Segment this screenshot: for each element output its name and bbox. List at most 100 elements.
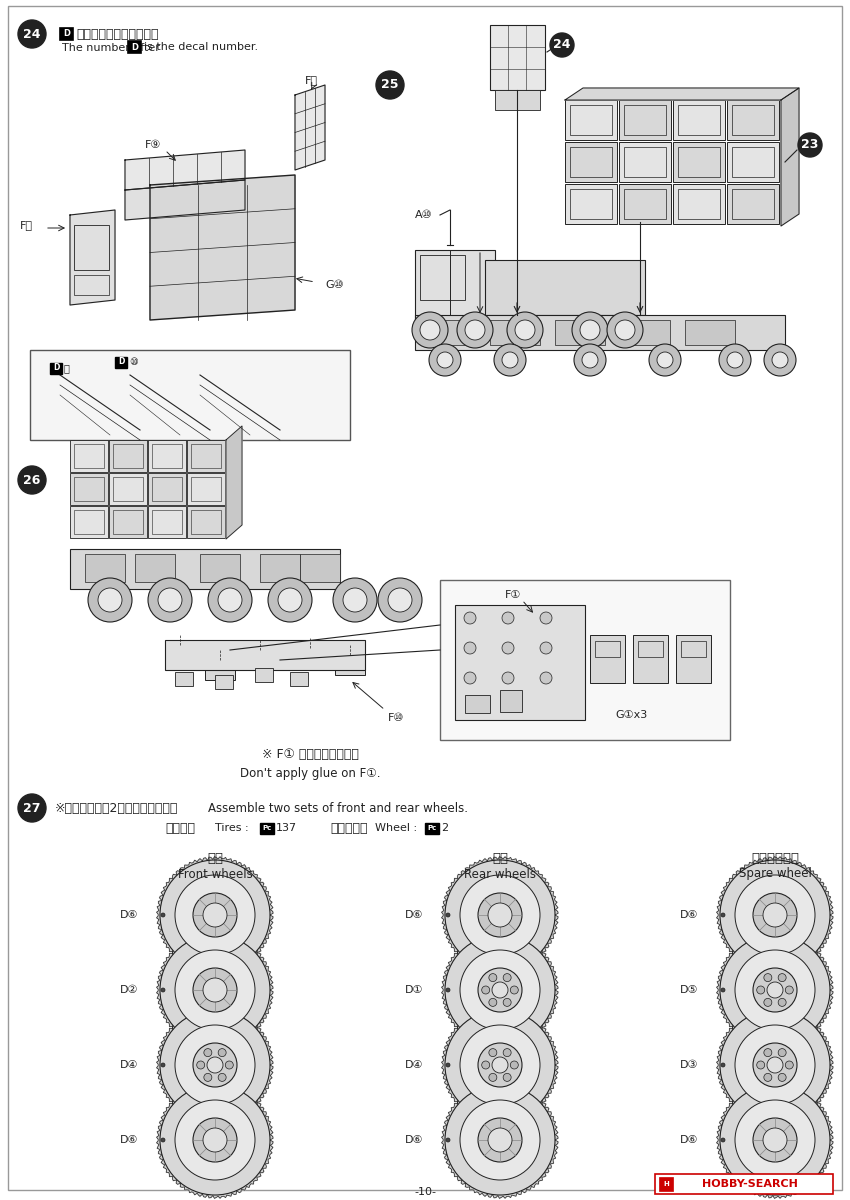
Circle shape — [721, 1138, 725, 1142]
Bar — [655, 1174, 833, 1194]
Circle shape — [460, 950, 540, 1030]
Text: F⑨: F⑨ — [145, 140, 162, 150]
Text: is the decal number.: is the decal number. — [144, 42, 258, 52]
Bar — [60, 28, 73, 40]
Circle shape — [278, 588, 302, 612]
Text: D⑥: D⑥ — [405, 1135, 423, 1145]
Circle shape — [175, 1100, 255, 1180]
Bar — [109, 506, 147, 538]
Bar — [490, 320, 540, 346]
Text: 26: 26 — [23, 474, 41, 486]
Bar — [673, 184, 725, 224]
Circle shape — [489, 998, 497, 1007]
Bar — [74, 226, 109, 270]
Bar — [191, 510, 221, 534]
Bar — [187, 473, 225, 505]
Text: Tires :: Tires : — [215, 823, 248, 833]
Bar — [113, 510, 143, 534]
Circle shape — [721, 1063, 725, 1067]
Polygon shape — [717, 1007, 833, 1123]
Bar — [678, 104, 720, 134]
Circle shape — [763, 902, 787, 926]
Bar — [70, 440, 108, 472]
Circle shape — [778, 1073, 786, 1081]
Circle shape — [445, 860, 555, 970]
Circle shape — [492, 1057, 508, 1073]
Circle shape — [203, 978, 227, 1002]
Circle shape — [488, 902, 512, 926]
Bar — [624, 146, 666, 176]
Bar — [70, 506, 108, 538]
Bar — [260, 822, 274, 834]
Bar — [570, 188, 612, 218]
Circle shape — [763, 1128, 787, 1152]
Bar — [415, 314, 785, 350]
Circle shape — [735, 875, 815, 955]
Bar — [570, 146, 612, 176]
Polygon shape — [156, 1081, 273, 1199]
Bar — [565, 142, 617, 182]
Circle shape — [502, 352, 518, 368]
Circle shape — [160, 860, 270, 970]
Circle shape — [764, 1049, 772, 1057]
Bar — [70, 550, 340, 589]
Circle shape — [753, 893, 797, 937]
Text: タイヤ：: タイヤ： — [165, 822, 195, 834]
Bar — [187, 440, 225, 472]
Bar — [676, 635, 711, 683]
Polygon shape — [781, 88, 799, 226]
Bar — [290, 672, 308, 686]
Bar — [113, 444, 143, 468]
Text: D: D — [131, 42, 138, 52]
Circle shape — [580, 320, 600, 340]
Circle shape — [445, 1085, 555, 1195]
Circle shape — [503, 998, 511, 1007]
Bar — [727, 142, 779, 182]
Circle shape — [478, 1118, 522, 1162]
Bar — [128, 41, 141, 53]
Bar — [727, 184, 779, 224]
Bar — [485, 260, 645, 314]
Bar — [295, 648, 325, 668]
Circle shape — [767, 1057, 783, 1073]
Circle shape — [460, 1025, 540, 1105]
Bar — [465, 695, 490, 713]
Circle shape — [515, 320, 535, 340]
Bar — [191, 444, 221, 468]
Bar — [590, 635, 625, 683]
Polygon shape — [442, 931, 558, 1049]
Bar — [148, 473, 186, 505]
Text: Pc: Pc — [263, 826, 272, 830]
Bar — [673, 142, 725, 182]
Text: D⑥: D⑥ — [680, 1135, 699, 1145]
Bar — [673, 100, 725, 140]
Circle shape — [753, 1118, 797, 1162]
Text: D: D — [53, 364, 60, 372]
Circle shape — [18, 20, 46, 48]
Bar — [455, 605, 585, 720]
Polygon shape — [125, 150, 245, 190]
Text: -10-: -10- — [414, 1187, 436, 1198]
Bar — [620, 320, 670, 346]
Text: ※ F① は接着しません。: ※ F① は接着しません。 — [262, 749, 359, 762]
Circle shape — [445, 1010, 555, 1120]
Text: G①x3: G①x3 — [615, 710, 647, 720]
Text: D⑥: D⑥ — [680, 910, 699, 920]
Bar — [595, 641, 620, 658]
Circle shape — [510, 1061, 518, 1069]
Circle shape — [196, 1061, 205, 1069]
Bar — [495, 90, 540, 110]
Bar — [300, 554, 340, 582]
Bar — [440, 580, 730, 740]
Circle shape — [540, 612, 552, 624]
Polygon shape — [226, 426, 242, 539]
Circle shape — [767, 982, 783, 998]
Text: ホイール：: ホイール： — [330, 822, 367, 834]
Bar — [152, 476, 182, 502]
Bar — [148, 506, 186, 538]
Bar — [152, 444, 182, 468]
Circle shape — [615, 320, 635, 340]
Bar — [74, 275, 109, 295]
Polygon shape — [125, 180, 245, 220]
Bar — [109, 473, 147, 505]
